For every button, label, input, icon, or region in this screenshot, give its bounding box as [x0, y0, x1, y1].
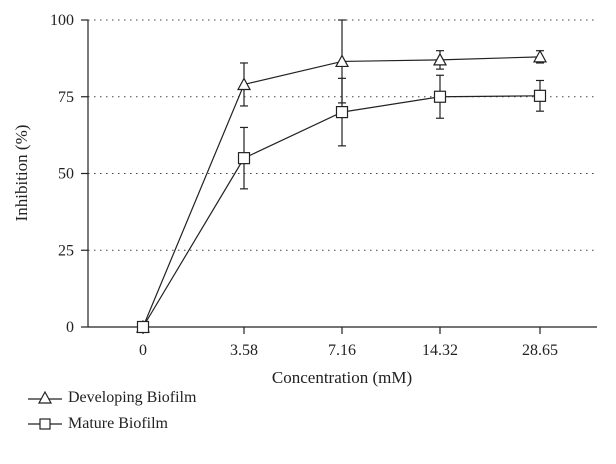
x-axis-label: Concentration (mM) [272, 368, 412, 387]
data-point-square [433, 90, 447, 103]
grid-lines [88, 19, 597, 251]
data-point-square [237, 152, 251, 165]
data-point-triangle [334, 54, 350, 68]
y-tick-label: 25 [58, 242, 74, 259]
legend-label-mature: Mature Biofilm [68, 415, 168, 432]
y-tick-label: 100 [50, 12, 74, 29]
series-layer [135, 19, 548, 334]
x-tick-label: 3.58 [230, 342, 258, 359]
y-tick-label: 75 [58, 89, 74, 106]
legend-item-mature: Mature Biofilm [28, 411, 196, 437]
y-tick-label: 0 [66, 319, 74, 336]
y-ticks: 0 25 50 75 100 [50, 12, 88, 336]
data-point-triangle [432, 52, 448, 66]
x-tick-label: 14.32 [422, 342, 458, 359]
x-tick-label: 7.16 [328, 342, 356, 359]
legend-item-developing: Developing Biofilm [28, 385, 196, 411]
x-tick-label: 0 [139, 342, 147, 359]
legend-triangle-icon [28, 390, 62, 404]
series-mature-biofilm [136, 74, 547, 334]
data-point-square [335, 105, 349, 119]
y-axis-label: Inhibition (%) [12, 125, 31, 222]
data-point-triangle [532, 49, 548, 63]
data-point-square [533, 89, 547, 102]
x-ticks: 0 3.58 7.16 14.32 28.65 [139, 327, 558, 359]
legend-square-icon [28, 418, 62, 430]
data-point-square [136, 320, 150, 334]
y-tick-label: 50 [58, 166, 74, 183]
data-point-triangle [236, 77, 252, 91]
legend-label-developing: Developing Biofilm [68, 389, 197, 406]
x-tick-label: 28.65 [522, 342, 558, 359]
series-developing-biofilm [135, 19, 548, 333]
legend: Developing Biofilm Mature Biofilm [28, 385, 196, 437]
